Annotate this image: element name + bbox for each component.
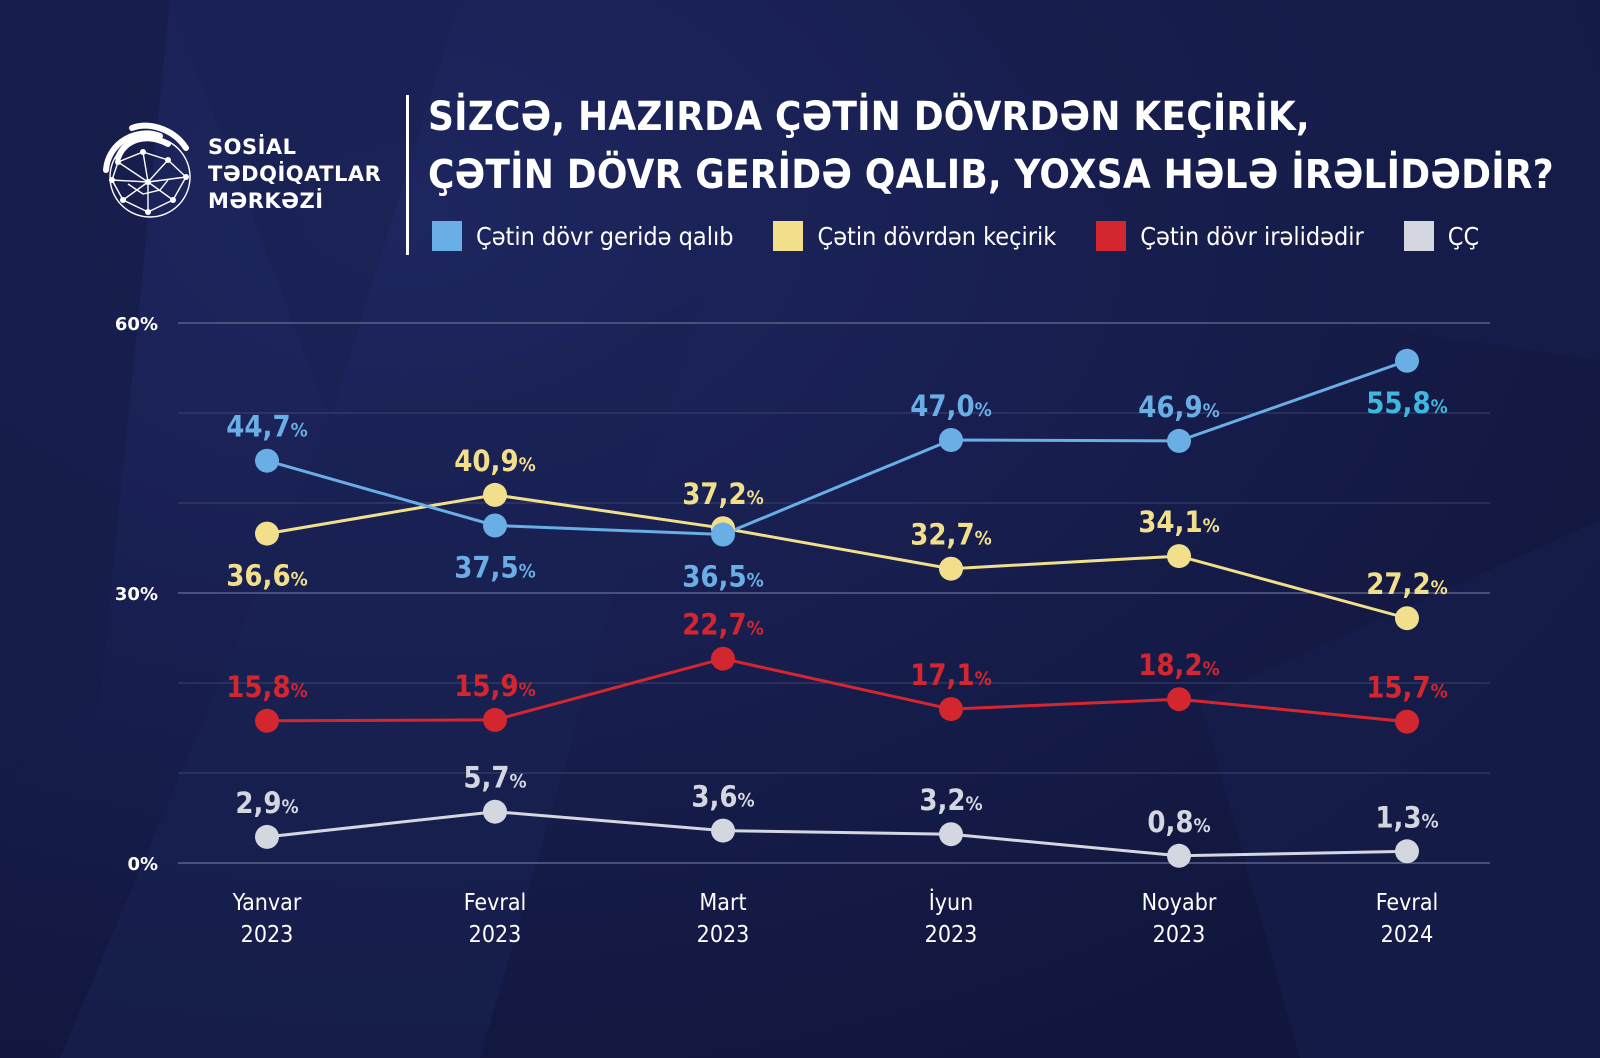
chart-gridlines <box>178 322 1490 864</box>
data-label: 37,5% <box>454 551 536 585</box>
x-tick-label: 2023 <box>241 922 294 948</box>
data-label: 15,7% <box>1366 671 1448 705</box>
data-point <box>1167 843 1191 868</box>
data-label: 18,2% <box>1138 648 1220 682</box>
y-tick-label: 30% <box>115 584 158 605</box>
chart-series <box>255 348 1419 868</box>
brand-line-2: TƏDQİQATLAR <box>208 162 382 186</box>
header-divider <box>406 95 409 255</box>
data-point <box>711 646 735 671</box>
data-label: 5,7% <box>463 761 526 795</box>
data-labels: 44,7% 37,5% 36,5% 47,0% 46,9% 55,8% 36,6% 40,9%… <box>226 386 1448 839</box>
legend-label: ÇÇ <box>1447 221 1480 251</box>
data-point <box>939 428 963 452</box>
data-point <box>483 707 507 732</box>
x-tick-label: İyun <box>929 888 974 916</box>
data-point <box>483 482 507 507</box>
data-label: 17,1% <box>910 658 992 692</box>
data-label: 22,7% <box>682 608 764 642</box>
data-point <box>1395 606 1419 631</box>
x-tick-label: 2023 <box>1153 922 1206 948</box>
data-point <box>939 822 963 847</box>
series-line <box>266 359 1408 537</box>
data-label: 44,7% <box>226 410 308 444</box>
x-tick-label: 2023 <box>469 922 522 948</box>
data-point <box>255 448 279 473</box>
x-tick-label: 2024 <box>1381 922 1434 948</box>
legend-label: Çətin dövr geridə qalıb <box>476 221 734 251</box>
legend-item: Çətin dövr irəlidədir <box>1096 221 1364 251</box>
legend-swatch <box>773 221 804 251</box>
data-point <box>1395 839 1419 864</box>
data-label: 2,9% <box>235 786 298 820</box>
x-tick-label: Fevral <box>1376 890 1439 916</box>
data-point <box>255 708 279 733</box>
series-line <box>266 657 1408 724</box>
data-point <box>711 818 735 843</box>
brand-line-1: SOSİAL <box>208 135 297 159</box>
series-line <box>266 810 1408 858</box>
x-tick-label: 2023 <box>925 922 978 948</box>
data-label: 47,0% <box>910 389 992 423</box>
x-axis: Yanvar 2023 Fevral 2023 Mart 2023 İyun 2023 Noya… <box>232 888 1439 948</box>
legend-swatch <box>1403 221 1434 251</box>
data-label: 3,6% <box>691 780 754 814</box>
brand-line-3: MƏRKƏZİ <box>208 189 324 213</box>
data-label: 15,8% <box>226 670 308 704</box>
data-point <box>1395 348 1419 373</box>
y-tick-label: 0% <box>127 854 158 875</box>
brand-name: SOSİAL TƏDQİQATLAR MƏRKƏZİ <box>208 134 381 215</box>
x-tick-label: Fevral <box>464 890 527 916</box>
data-point <box>711 522 735 547</box>
legend-label: Çətin dövr irəlidədir <box>1140 221 1364 251</box>
data-label: 3,2% <box>919 783 982 817</box>
y-tick-label: 60% <box>115 314 158 335</box>
data-point <box>255 824 279 849</box>
chart-title-line-1: SİZCƏ, HAZIRDA ÇƏTİN DÖVRDƏN KEÇİRİK, <box>428 94 1310 140</box>
data-point <box>255 521 279 546</box>
data-label: 46,9% <box>1138 390 1220 424</box>
data-point <box>1167 544 1191 569</box>
legend-swatch <box>432 221 462 251</box>
chart-title-line-2: ÇƏTİN DÖVR GERİDƏ QALIB, YOXSA HƏLƏ İRƏL… <box>428 152 1554 198</box>
data-label: 36,6% <box>226 559 308 593</box>
x-tick-label: Yanvar <box>232 890 302 916</box>
data-label: 34,1% <box>1138 505 1220 539</box>
legend-item: Çətin dövrdən keçirik <box>773 221 1056 251</box>
data-label: 36,5% <box>682 560 764 594</box>
data-label: 0,8% <box>1147 805 1210 839</box>
data-point <box>939 556 963 581</box>
brand-logo: SOSİAL TƏDQİQATLAR MƏRKƏZİ <box>98 122 388 222</box>
data-point <box>939 697 963 722</box>
data-point <box>1395 709 1419 734</box>
globe-swirl-icon <box>103 122 191 218</box>
series-line <box>266 493 1408 620</box>
data-label: 40,9% <box>454 444 536 478</box>
legend-swatch <box>1096 221 1127 251</box>
data-label: 32,7% <box>910 518 992 552</box>
data-point <box>483 799 507 824</box>
legend-label: Çətin dövrdən keçirik <box>817 221 1057 251</box>
data-label: 27,2% <box>1366 567 1448 601</box>
data-label: 55,8% <box>1366 386 1448 420</box>
data-label: 1,3% <box>1375 800 1438 834</box>
chart-title: SİZCƏ, HAZIRDA ÇƏTİN DÖVRDƏN KEÇİRİK, ÇƏ… <box>428 88 1554 204</box>
y-axis: 60% 30% 0% <box>115 314 158 875</box>
x-tick-label: Noyabr <box>1142 890 1217 916</box>
data-point <box>1167 428 1191 453</box>
legend-item: ÇÇ <box>1403 221 1480 251</box>
data-label: 37,2% <box>682 477 764 511</box>
x-tick-label: 2023 <box>697 922 750 948</box>
x-tick-label: Mart <box>699 890 746 916</box>
legend-item: Çətin dövr geridə qalıb <box>432 221 733 251</box>
chart-legend: Çətin dövr geridə qalıb Çətin dövrdən keç… <box>432 218 1519 254</box>
data-point <box>483 513 507 538</box>
data-label: 15,9% <box>454 669 536 703</box>
data-point <box>1167 687 1191 712</box>
